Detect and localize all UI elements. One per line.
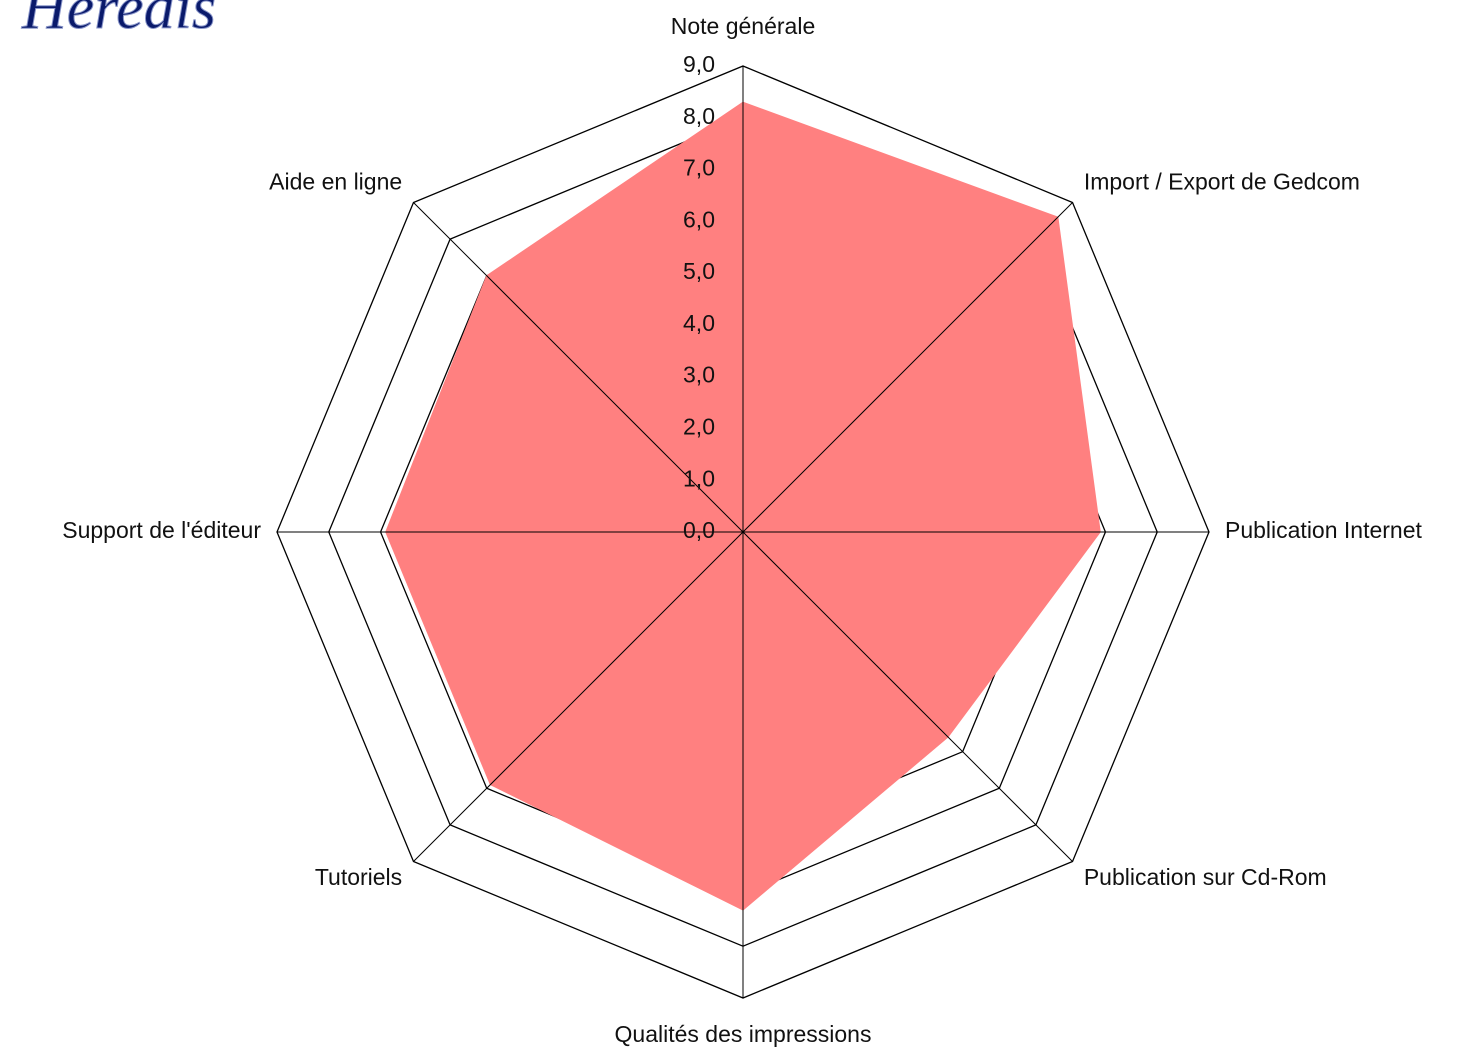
tick-label: 9,0 (683, 51, 715, 77)
spoke (413, 531, 744, 862)
tick-label: 5,0 (683, 258, 715, 284)
tick-label: 1,0 (683, 465, 715, 491)
axis-label: Note générale (671, 13, 816, 39)
axis-label: Publication Internet (1225, 517, 1423, 543)
axis-label: Publication sur Cd-Rom (1084, 864, 1327, 890)
spoke (413, 202, 744, 533)
tick-label: 4,0 (683, 310, 715, 336)
tick-label: 0,0 (683, 517, 715, 543)
tick-label: 7,0 (683, 155, 715, 181)
tick-label: 2,0 (683, 414, 715, 440)
tick-label: 6,0 (683, 206, 715, 232)
axis-label: Aide en ligne (269, 168, 402, 194)
axis-label: Tutoriels (315, 864, 402, 890)
logo: Heredis (21, 0, 216, 42)
spoke (742, 202, 1073, 533)
axis-label: Support de l'éditeur (62, 517, 261, 543)
axis-label: Qualités des impressions (615, 1021, 872, 1047)
axis-label: Import / Export de Gedcom (1084, 168, 1360, 194)
tick-label: 3,0 (683, 362, 715, 388)
tick-label: 8,0 (683, 103, 715, 129)
spoke (742, 531, 1073, 862)
